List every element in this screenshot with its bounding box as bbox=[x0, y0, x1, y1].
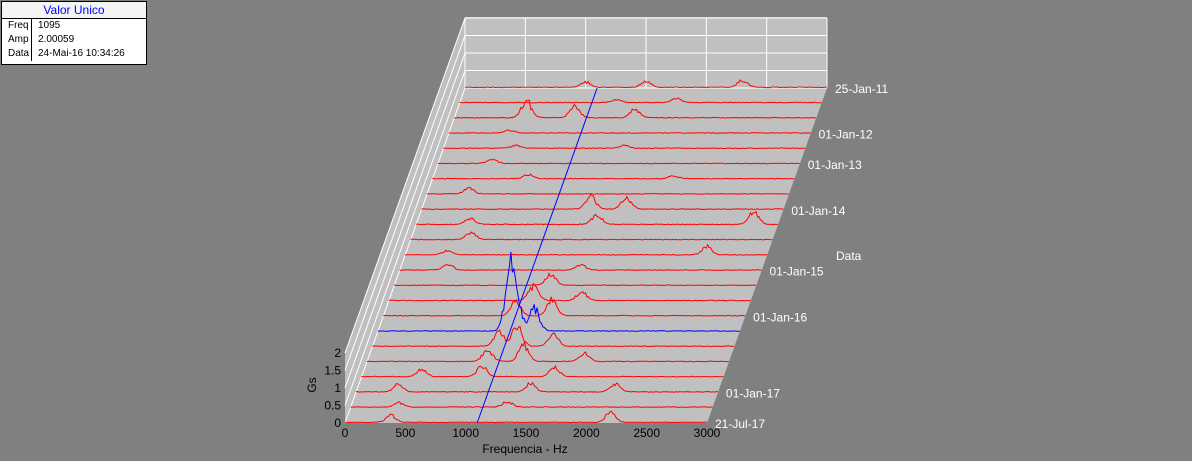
info-row-date: Data 24-Mai-16 10:34:26 bbox=[2, 47, 146, 61]
chart-axes: 0 500 1000 1500 2000 2500 300000.511.5221-Jul-… bbox=[324, 82, 888, 440]
spectrum-traces bbox=[345, 79, 828, 424]
spectrum-trace bbox=[426, 186, 789, 195]
x-tick-label: 2500 bbox=[633, 426, 660, 440]
x-tick-label: 500 bbox=[395, 426, 415, 440]
info-key-freq: Freq bbox=[2, 19, 32, 33]
x-tick-label: 2000 bbox=[573, 426, 600, 440]
side-wall-gridline bbox=[344, 35, 466, 371]
info-row-freq: Freq 1095 bbox=[2, 19, 146, 33]
date-tick-label: 01-Jan-13 bbox=[808, 158, 862, 172]
date-tick-label: 25-Jan-11 bbox=[835, 82, 888, 96]
spectrum-trace bbox=[437, 158, 800, 165]
date-tick-label: 01-Jan-17 bbox=[726, 387, 780, 401]
spectrum-trace bbox=[350, 401, 713, 408]
chart-grid bbox=[344, 17, 828, 424]
value-info-box: Valor Unico Freq 1095 Amp 2.00059 Data 2… bbox=[1, 1, 147, 65]
frequency-cursor-line bbox=[476, 87, 598, 424]
floor-plane bbox=[345, 88, 827, 423]
y-tick-label: 1 bbox=[334, 381, 341, 395]
y-tick-label: 0.5 bbox=[324, 399, 341, 413]
info-value-date: 24-Mai-16 10:34:26 bbox=[38, 48, 125, 59]
highlight-spectrum-trace bbox=[377, 251, 740, 332]
info-row-amp: Amp 2.00059 bbox=[2, 33, 146, 47]
spectrum-trace bbox=[421, 193, 784, 211]
x-tick-label: 1000 bbox=[452, 426, 479, 440]
spectrum-trace bbox=[383, 296, 746, 317]
spectrum-trace bbox=[410, 231, 773, 241]
spectrum-trace bbox=[459, 97, 822, 104]
side-wall-gridline bbox=[344, 17, 466, 354]
date-tick-label: 01-Jan-16 bbox=[753, 310, 807, 324]
date-tick-label: 21-Jul-17 bbox=[715, 417, 765, 431]
side-wall-gridline bbox=[344, 87, 466, 424]
y-tick-label: 1.5 bbox=[324, 364, 341, 378]
side-wall-gridline bbox=[344, 70, 466, 406]
date-tick-label: 01-Jan-15 bbox=[770, 265, 824, 279]
y-tick-label: 0 bbox=[334, 416, 341, 430]
info-box-title: Valor Unico bbox=[2, 2, 146, 19]
info-value-amp: 2.00059 bbox=[38, 34, 75, 45]
x-axis-label: Frequencia - Hz bbox=[482, 442, 567, 456]
date-axis-label: Data bbox=[836, 249, 862, 263]
date-tick-label: 01-Jan-12 bbox=[819, 128, 873, 142]
spectrum-trace bbox=[345, 410, 708, 424]
x-tick-label: 0 bbox=[342, 426, 349, 440]
date-tick-label: 01-Jan-14 bbox=[791, 204, 845, 218]
spectrum-trace bbox=[448, 129, 811, 134]
spectrum-trace bbox=[355, 381, 718, 393]
spectrum-trace bbox=[443, 144, 806, 150]
spectrum-trace bbox=[393, 272, 757, 287]
spectrum-trace bbox=[372, 325, 735, 348]
spectrum-trace bbox=[399, 263, 762, 271]
x-tick-label: 1500 bbox=[513, 426, 540, 440]
spectrum-trace bbox=[404, 243, 768, 256]
spectrum-trace bbox=[388, 282, 751, 302]
info-key-date: Data bbox=[2, 47, 32, 61]
spectrum-trace bbox=[432, 173, 795, 180]
x-tick-label: 3000 bbox=[694, 426, 721, 440]
side-wall-gridline bbox=[344, 52, 466, 389]
spectrum-trace bbox=[361, 364, 724, 378]
info-key-amp: Amp bbox=[2, 33, 32, 47]
spectrum-trace bbox=[366, 341, 729, 363]
spectrum-trace bbox=[465, 79, 828, 89]
y-axis-label: Gs bbox=[305, 377, 319, 392]
spectrum-trace bbox=[453, 99, 817, 119]
y-tick-label: 2 bbox=[334, 346, 341, 360]
spectrum-trace bbox=[415, 210, 779, 226]
info-value-freq: 1095 bbox=[38, 20, 61, 31]
